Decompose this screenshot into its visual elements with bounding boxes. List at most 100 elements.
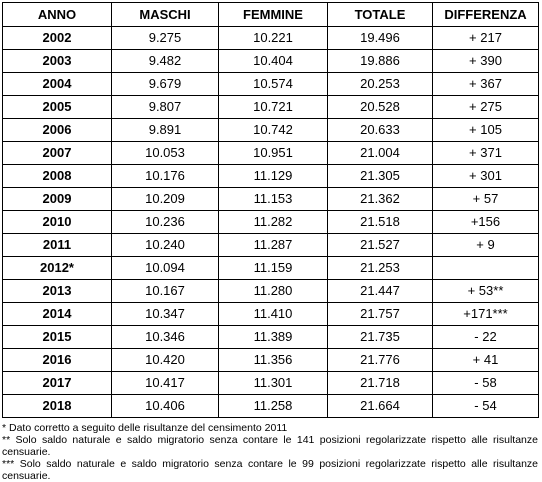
cell-femmine: 10.742 [218, 118, 328, 142]
cell-maschi: 10.236 [111, 210, 219, 234]
cell-anno: 2013 [2, 279, 112, 303]
table-row: 2007 10.053 10.951 21.004 + 371 [2, 141, 539, 165]
cell-differenza: - 58 [432, 371, 539, 395]
cell-femmine: 10.404 [218, 49, 328, 73]
cell-maschi: 9.807 [111, 95, 219, 119]
cell-maschi: 10.417 [111, 371, 219, 395]
footnotes: * Dato corretto a seguito delle risultan… [2, 422, 538, 482]
footnote-2: ** Solo saldo naturale e saldo migratori… [2, 434, 538, 458]
table-row: 2013 10.167 11.280 21.447 + 53** [2, 279, 539, 303]
cell-anno: 2007 [2, 141, 112, 165]
header-anno: ANNO [2, 2, 112, 27]
cell-maschi: 10.209 [111, 187, 219, 211]
cell-femmine: 10.574 [218, 72, 328, 96]
cell-differenza: + 41 [432, 348, 539, 372]
cell-femmine: 10.221 [218, 26, 328, 50]
table-row: 2010 10.236 11.282 21.518 +156 [2, 210, 539, 234]
cell-femmine: 11.258 [218, 394, 328, 418]
cell-totale: 21.362 [327, 187, 433, 211]
cell-totale: 19.496 [327, 26, 433, 50]
cell-anno: 2009 [2, 187, 112, 211]
cell-totale: 21.518 [327, 210, 433, 234]
cell-femmine: 11.129 [218, 164, 328, 188]
cell-maschi: 10.167 [111, 279, 219, 303]
table-row: 2017 10.417 11.301 21.718- 58 [2, 371, 539, 395]
cell-differenza: +156 [432, 210, 539, 234]
cell-differenza: + 390 [432, 49, 539, 73]
cell-totale: 21.253 [327, 256, 433, 280]
cell-totale: 21.776 [327, 348, 433, 372]
cell-maschi: 9.275 [111, 26, 219, 50]
cell-maschi: 10.094 [111, 256, 219, 280]
cell-totale: 20.528 [327, 95, 433, 119]
cell-maschi: 9.679 [111, 72, 219, 96]
cell-totale: 21.527 [327, 233, 433, 257]
cell-maschi: 10.176 [111, 164, 219, 188]
cell-anno: 2011 [2, 233, 112, 257]
footnote-1: * Dato corretto a seguito delle risultan… [2, 422, 288, 434]
cell-totale: 21.757 [327, 302, 433, 326]
cell-totale: 20.633 [327, 118, 433, 142]
cell-maschi: 10.346 [111, 325, 219, 349]
cell-differenza: + 217 [432, 26, 539, 50]
cell-differenza: + 9 [432, 233, 539, 257]
cell-differenza: + 367 [432, 72, 539, 96]
cell-differenza: + 301 [432, 164, 539, 188]
cell-totale: 21.664 [327, 394, 433, 418]
table-row: 2006 9.891 10.742 20.633 + 105 [2, 118, 539, 142]
cell-anno: 2017 [2, 371, 112, 395]
cell-anno: 2006 [2, 118, 112, 142]
cell-maschi: 10.240 [111, 233, 219, 257]
cell-maschi: 10.053 [111, 141, 219, 165]
cell-femmine: 11.410 [218, 302, 328, 326]
table-body: 2002 9.275 10.221 19.496 + 217 2003 9.482 10.40… [2, 26, 539, 418]
table-row: 2002 9.275 10.221 19.496 + 217 [2, 26, 539, 50]
table-row: 2016 10.420 11.356 21.776 + 41 [2, 348, 539, 372]
cell-differenza: + 275 [432, 95, 539, 119]
footnote-3: *** Solo saldo naturale e saldo migrator… [2, 458, 538, 482]
cell-femmine: 11.301 [218, 371, 328, 395]
cell-differenza: +171*** [432, 302, 539, 326]
cell-anno: 2015 [2, 325, 112, 349]
header-maschi: MASCHI [111, 2, 219, 27]
cell-anno: 2002 [2, 26, 112, 50]
table-row: 2015 10.346 11.389 21.735- 22 [2, 325, 539, 349]
cell-maschi: 10.406 [111, 394, 219, 418]
cell-anno: 2012* [2, 256, 112, 280]
cell-differenza: + 371 [432, 141, 539, 165]
table-row: 2014 10.347 11.410 21.757 +171*** [2, 302, 539, 326]
table-row: 2005 9.807 10.721 20.528 + 275 [2, 95, 539, 119]
table-row: 2004 9.679 10.574 20.253 + 367 [2, 72, 539, 96]
cell-totale: 21.735 [327, 325, 433, 349]
cell-anno: 2003 [2, 49, 112, 73]
table-row: 2003 9.482 10.404 19.886 + 390 [2, 49, 539, 73]
table-row: 2008 10.176 11.129 21.305 + 301 [2, 164, 539, 188]
cell-differenza: + 53** [432, 279, 539, 303]
table-row: 2012* 10.094 11.159 21.253 [2, 256, 539, 280]
cell-differenza: + 57 [432, 187, 539, 211]
cell-anno: 2014 [2, 302, 112, 326]
header-totale: TOTALE [327, 2, 433, 27]
cell-anno: 2016 [2, 348, 112, 372]
cell-anno: 2004 [2, 72, 112, 96]
header-differenza: DIFFERENZA [432, 2, 539, 27]
cell-femmine: 11.280 [218, 279, 328, 303]
cell-totale: 19.886 [327, 49, 433, 73]
cell-differenza: - 22 [432, 325, 539, 349]
cell-femmine: 11.282 [218, 210, 328, 234]
cell-differenza: - 54 [432, 394, 539, 418]
cell-anno: 2008 [2, 164, 112, 188]
cell-femmine: 10.721 [218, 95, 328, 119]
cell-maschi: 10.420 [111, 348, 219, 372]
cell-femmine: 11.356 [218, 348, 328, 372]
cell-totale: 21.305 [327, 164, 433, 188]
cell-femmine: 11.159 [218, 256, 328, 280]
table-row: 2011 10.240 11.287 21.527 + 9 [2, 233, 539, 257]
table-row: 2009 10.209 11.153 21.362 + 57 [2, 187, 539, 211]
cell-anno: 2018 [2, 394, 112, 418]
cell-totale: 21.447 [327, 279, 433, 303]
cell-differenza [432, 256, 539, 280]
cell-anno: 2005 [2, 95, 112, 119]
cell-differenza: + 105 [432, 118, 539, 142]
